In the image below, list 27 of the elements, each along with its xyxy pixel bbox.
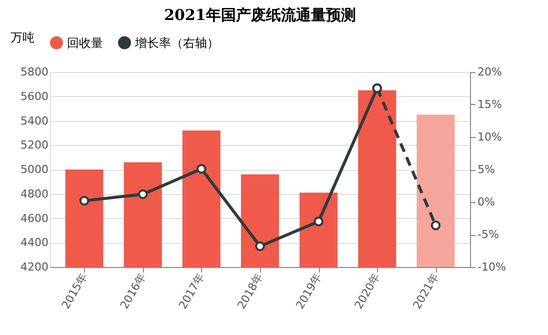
y2-tick-label: -5%	[478, 228, 499, 241]
legend-label: 增长率（右轴）	[134, 36, 219, 50]
point	[430, 220, 441, 230]
y-tick-label: 5800	[20, 66, 48, 78]
y-tick-label: 4200	[20, 260, 48, 274]
y2-tick-label: 5%	[478, 163, 495, 176]
y2-tick-label: 15%	[478, 98, 502, 111]
point	[79, 196, 90, 206]
legend-label: 回收量	[67, 36, 103, 50]
point	[372, 83, 382, 94]
y-tick-label: 5200	[20, 138, 48, 152]
y-tick-label: 5400	[20, 114, 48, 128]
y2-tick-label: 0%	[478, 196, 495, 208]
y2-tick-label: -10%	[478, 260, 506, 274]
y2-tick-label: 20%	[478, 66, 502, 78]
point	[255, 241, 265, 252]
point	[314, 216, 324, 226]
y-tick-label: 4600	[20, 212, 48, 225]
chart-title: 2021年国产废纸流通量预测	[164, 6, 356, 24]
y2-tick-label: 10%	[478, 130, 502, 144]
y-axis-title: 万吨	[10, 30, 34, 44]
y-tick-label: 5000	[20, 163, 48, 176]
y-tick-label: 5600	[20, 90, 48, 103]
point	[138, 189, 148, 200]
point	[196, 164, 206, 174]
y-tick-label: 4400	[20, 236, 48, 250]
y-tick-label: 4800	[20, 187, 48, 200]
